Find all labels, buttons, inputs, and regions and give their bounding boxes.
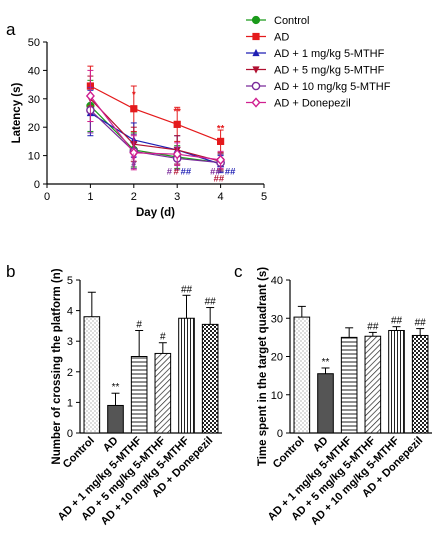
category-label: Control bbox=[271, 435, 307, 471]
significance-mark: ## bbox=[205, 297, 217, 308]
data-point bbox=[130, 105, 138, 113]
significance-mark: ** bbox=[322, 357, 330, 368]
significance-mark: ## bbox=[391, 316, 403, 327]
bar-chart-crossing: 0 1 2 3 4 5 Number of crossing the platform (n… bbox=[51, 268, 222, 528]
legend-label: AD + 1 mg/kg 5-MTHF bbox=[274, 48, 385, 60]
y-tick-label: 30 bbox=[28, 94, 40, 106]
legend-marker bbox=[252, 32, 260, 41]
bar bbox=[201, 323, 219, 434]
data-point bbox=[217, 137, 225, 145]
y-tick-label: 0 bbox=[34, 179, 40, 191]
significance-mark: ## bbox=[181, 167, 192, 178]
x-tick-label: 5 bbox=[261, 191, 267, 203]
series-line bbox=[89, 95, 221, 161]
x-axis-label: Day (d) bbox=[136, 207, 175, 219]
bar bbox=[411, 334, 429, 434]
y-tick-label: 40 bbox=[271, 275, 283, 287]
bar bbox=[364, 335, 382, 434]
bar bbox=[388, 329, 405, 434]
significance-mark: # bbox=[136, 319, 142, 330]
legend-label: Control bbox=[274, 15, 309, 27]
significance-mark: ** bbox=[173, 106, 181, 117]
data-point bbox=[173, 120, 181, 128]
x-tick-label: 4 bbox=[218, 191, 224, 203]
legend: Control AD AD + 1 mg/kg 5-MTHF AD + 5 mg/kg… bbox=[246, 15, 391, 110]
bar bbox=[317, 373, 334, 434]
significance-mark: # bbox=[167, 167, 173, 178]
significance-mark: # bbox=[160, 332, 166, 343]
bar bbox=[130, 356, 148, 434]
y-tick-label: 5 bbox=[67, 275, 73, 287]
series-line bbox=[89, 109, 221, 164]
panel-label-c: c bbox=[234, 262, 243, 281]
bar bbox=[107, 404, 124, 434]
y-tick-label: 20 bbox=[271, 352, 283, 364]
data-point bbox=[129, 147, 139, 158]
significance-mark: ## bbox=[214, 174, 225, 185]
series-line bbox=[89, 98, 221, 162]
y-tick-label: 30 bbox=[271, 313, 283, 325]
significance-mark: ## bbox=[210, 167, 221, 178]
y-tick-label: 0 bbox=[277, 428, 283, 440]
x-tick-label: 0 bbox=[44, 191, 50, 203]
significance-mark: ** bbox=[217, 123, 225, 134]
x-tick-label: 1 bbox=[87, 191, 93, 203]
series-1 bbox=[86, 65, 225, 154]
bar bbox=[340, 336, 358, 434]
legend-marker bbox=[251, 15, 261, 25]
data-point bbox=[172, 149, 182, 160]
y-axis-label: Latency (s) bbox=[11, 82, 23, 143]
y-tick-label: 40 bbox=[28, 65, 40, 77]
y-tick-label: 4 bbox=[67, 306, 73, 318]
significance-mark: ** bbox=[112, 382, 120, 393]
bar bbox=[178, 317, 195, 434]
significance-mark: ## bbox=[181, 284, 193, 295]
y-axis-label: Number of crossing the platform (n) bbox=[51, 268, 63, 464]
legend-marker bbox=[251, 81, 261, 91]
y-tick-label: 2 bbox=[67, 367, 73, 379]
x-tick-label: 3 bbox=[174, 191, 180, 203]
legend-marker bbox=[252, 48, 260, 57]
y-tick-label: 50 bbox=[28, 37, 40, 49]
panel-label-b: b bbox=[6, 262, 15, 281]
bar bbox=[154, 352, 172, 434]
y-tick-label: 3 bbox=[67, 336, 73, 348]
legend-marker bbox=[251, 97, 261, 108]
bar bbox=[293, 316, 311, 434]
bar bbox=[83, 316, 101, 434]
y-tick-label: 0 bbox=[67, 428, 73, 440]
x-tick-label: 2 bbox=[131, 191, 137, 203]
series-line bbox=[90, 85, 221, 142]
y-tick-label: 20 bbox=[28, 122, 40, 134]
significance-mark: * bbox=[132, 89, 136, 100]
significance-mark: ## bbox=[225, 167, 236, 178]
legend-label: AD bbox=[274, 32, 289, 44]
significance-mark: # bbox=[131, 152, 137, 163]
significance-mark: # bbox=[174, 167, 180, 178]
significance-mark: ## bbox=[415, 318, 427, 329]
y-tick-label: 1 bbox=[67, 397, 73, 409]
y-axis-label: Time spent in the target quadrant (s) bbox=[257, 267, 269, 466]
series-5 bbox=[85, 69, 226, 171]
legend-label: AD + 10 mg/kg 5-MTHF bbox=[274, 81, 391, 93]
data-point bbox=[216, 154, 226, 166]
legend-label: AD + 5 mg/kg 5-MTHF bbox=[274, 65, 385, 77]
data-point bbox=[85, 90, 95, 102]
legend-marker bbox=[252, 66, 260, 74]
significance-mark: # bbox=[131, 159, 137, 170]
y-tick-label: 10 bbox=[271, 390, 283, 402]
panel-label-a: a bbox=[6, 20, 16, 39]
category-label: Control bbox=[61, 435, 97, 471]
y-tick-label: 10 bbox=[28, 151, 40, 163]
significance-mark: ## bbox=[367, 321, 379, 332]
legend-label: AD + Donepezil bbox=[274, 98, 351, 110]
